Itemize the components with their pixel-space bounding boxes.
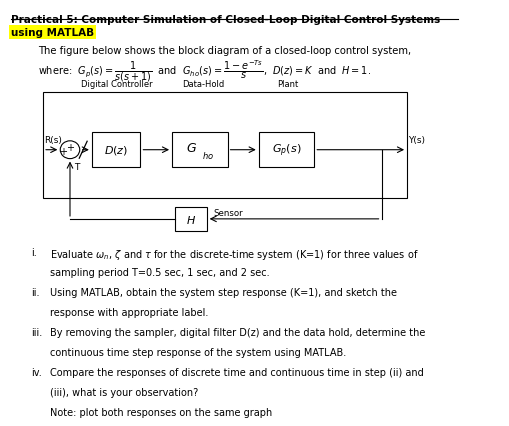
Text: R(s): R(s) — [44, 135, 62, 144]
Text: By removing the sampler, digital filter D(z) and the data hold, determine the: By removing the sampler, digital filter … — [50, 327, 426, 337]
Text: i.: i. — [32, 248, 37, 258]
Text: $G_p(s)$: $G_p(s)$ — [272, 142, 301, 158]
Text: Plant: Plant — [277, 80, 298, 89]
Text: +: + — [67, 143, 74, 153]
Circle shape — [60, 141, 80, 159]
Bar — [175, 208, 207, 231]
Text: $G$: $G$ — [186, 142, 197, 155]
Text: Practical 5: Computer Simulation of Closed-Loop Digital Control Systems: Practical 5: Computer Simulation of Clos… — [11, 15, 440, 25]
Text: Y(s): Y(s) — [408, 135, 426, 144]
Text: Using MATLAB, obtain the system step response (K=1), and sketch the: Using MATLAB, obtain the system step res… — [50, 288, 397, 297]
Bar — [92, 132, 140, 168]
Bar — [259, 132, 314, 168]
Text: Compare the responses of discrete time and continuous time in step (ii) and: Compare the responses of discrete time a… — [50, 367, 424, 377]
Text: ii.: ii. — [32, 288, 40, 297]
Text: $D(z)$: $D(z)$ — [104, 144, 128, 157]
Text: T: T — [74, 163, 79, 172]
Text: using MATLAB: using MATLAB — [11, 28, 94, 37]
Bar — [43, 93, 407, 198]
Text: The figure below shows the block diagram of a closed-loop control system,: The figure below shows the block diagram… — [39, 46, 412, 55]
Text: where:  $G_p(s) = \dfrac{1}{s(s+1)}$  and  $G_{ho}(s) = \dfrac{1-e^{-Ts}}{s}$,  : where: $G_p(s) = \dfrac{1}{s(s+1)}$ and … — [39, 58, 372, 84]
Text: $ho$: $ho$ — [202, 150, 214, 161]
Text: Digital Controller: Digital Controller — [80, 80, 152, 89]
Text: +: + — [59, 147, 67, 157]
Text: Evaluate $\omega_n$, $\zeta$ and $\tau$ for the discrete-time system (K=1) for t: Evaluate $\omega_n$, $\zeta$ and $\tau$ … — [50, 248, 419, 262]
Text: $H$: $H$ — [186, 213, 196, 225]
Text: iv.: iv. — [32, 367, 42, 377]
Text: (iii), what is your observation?: (iii), what is your observation? — [50, 387, 199, 397]
Text: Note: plot both responses on the same graph: Note: plot both responses on the same gr… — [50, 407, 272, 417]
Bar — [172, 132, 228, 168]
Text: Data-Hold: Data-Hold — [182, 80, 224, 89]
Text: response with appropriate label.: response with appropriate label. — [50, 308, 209, 317]
Text: iii.: iii. — [32, 327, 43, 337]
Text: continuous time step response of the system using MATLAB.: continuous time step response of the sys… — [50, 347, 346, 357]
Text: sampling period T=0.5 sec, 1 sec, and 2 sec.: sampling period T=0.5 sec, 1 sec, and 2 … — [50, 268, 270, 278]
Text: Sensor: Sensor — [214, 208, 243, 218]
